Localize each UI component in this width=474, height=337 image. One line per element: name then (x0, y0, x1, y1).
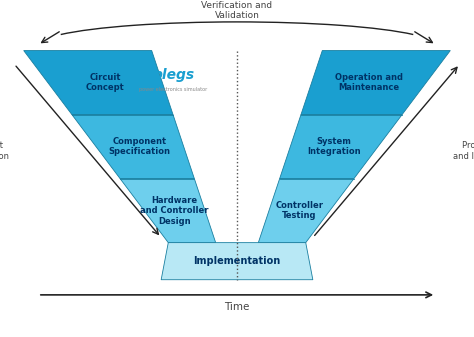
Polygon shape (120, 179, 216, 243)
Polygon shape (258, 179, 354, 243)
Text: System
Integration: System Integration (307, 137, 361, 156)
Text: power electronics simulator: power electronics simulator (139, 88, 207, 92)
Text: Circuit
Concept: Circuit Concept (86, 73, 125, 92)
Text: Project
Definition: Project Definition (0, 141, 9, 160)
Polygon shape (301, 51, 450, 115)
Text: Project Test
and Integration: Project Test and Integration (453, 141, 474, 160)
Text: Time: Time (224, 302, 250, 312)
Text: Operation and
Maintenance: Operation and Maintenance (335, 73, 403, 92)
Polygon shape (72, 115, 194, 179)
Text: Controller
Testing: Controller Testing (275, 201, 323, 220)
Text: Hardware
and Controller
Design: Hardware and Controller Design (140, 196, 209, 225)
Polygon shape (24, 51, 173, 115)
Text: Verification and
Validation: Verification and Validation (201, 1, 273, 20)
Text: plegs: plegs (152, 68, 194, 82)
Text: Component
Specification: Component Specification (109, 137, 171, 156)
Text: Implementation: Implementation (193, 256, 281, 266)
Polygon shape (280, 115, 402, 179)
Polygon shape (161, 243, 313, 280)
